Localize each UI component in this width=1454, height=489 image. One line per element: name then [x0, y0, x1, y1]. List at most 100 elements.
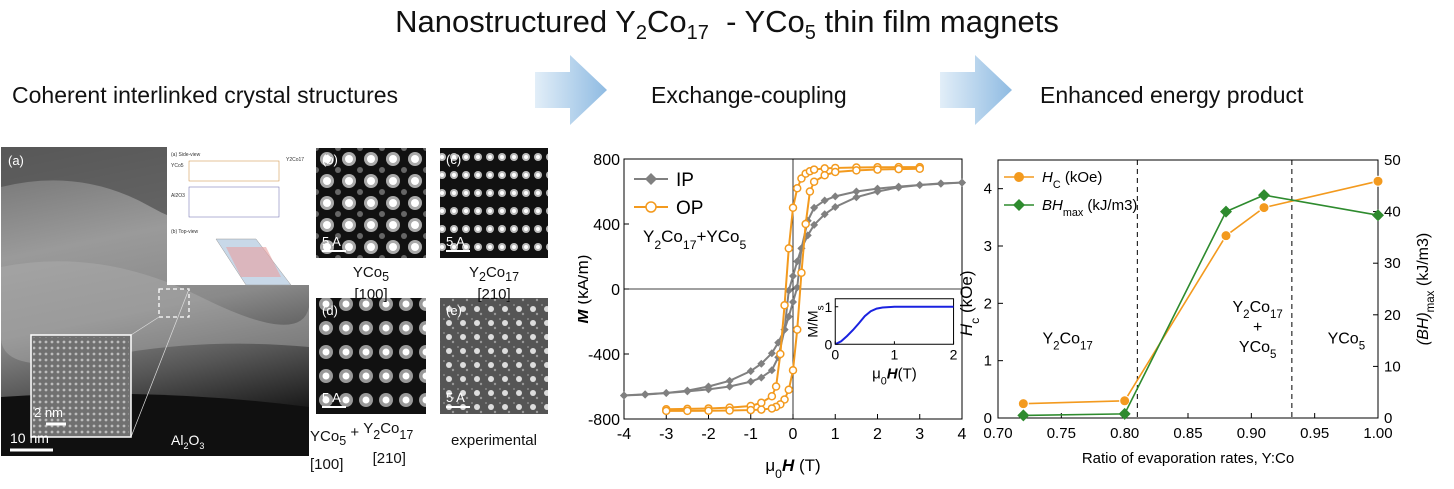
legend-label-hc-sub: C [1053, 179, 1061, 191]
data-point-hc [1258, 202, 1270, 214]
legend-marker [645, 201, 657, 213]
y2-tick-label: 40 [1384, 204, 1401, 221]
crystal-atoms [188, 160, 280, 218]
region-label-middle-b-part: YCo [1239, 339, 1270, 356]
data-point-op [725, 406, 734, 415]
x-tick-label: -1 [744, 426, 758, 443]
al2o3-label: Al2O3 [171, 193, 185, 199]
region-label-middle-part: Y [1232, 299, 1243, 316]
y-tick-label: 800 [593, 152, 620, 169]
data-point-ip [725, 382, 734, 391]
legend-marker [645, 173, 657, 185]
region-label-middle-sub: 17 [1270, 309, 1283, 321]
zoom-region [158, 288, 190, 318]
inset-x-label-part: (T) [898, 365, 917, 382]
data-point-hc [1220, 230, 1232, 242]
inset-x-label-part: H [887, 365, 899, 382]
x-tick-label: 1.00 [1363, 425, 1392, 442]
y2-tick-label: 50 [1384, 152, 1401, 169]
substrate-label: Al2O3 [171, 432, 204, 451]
data-point-ip [831, 192, 840, 201]
y-tick-label: 0 [984, 410, 992, 427]
data-point-ip [683, 387, 692, 396]
data-point-ip [810, 220, 819, 229]
data-point-bhmax [1258, 189, 1270, 202]
data-point-op [792, 184, 802, 193]
y-axis-label: M (kA/m) [578, 255, 592, 324]
inset-y-label-sub: s [815, 305, 826, 310]
scale-label-d: 5 A [322, 390, 341, 405]
x-tick-label: 0.85 [1173, 425, 1202, 442]
y-axis-label-part: (kA/m) [578, 255, 592, 310]
data-point-ip [810, 203, 819, 212]
region-label-middle-b: YCo5 [1239, 339, 1277, 361]
data-point-ip [784, 312, 793, 321]
data-point-op [662, 406, 671, 416]
data-point-op [788, 366, 798, 375]
x-axis-label-part: μ [765, 456, 775, 475]
data-point-ip [746, 367, 755, 376]
yco5-label: YCo5 [171, 163, 184, 169]
y-axis-label: Hc (kOe) [958, 271, 982, 337]
hrtem-panel-c: (c) 5 A [440, 148, 548, 258]
inset-x-tick-label: 1 [891, 346, 899, 362]
data-point-ip [831, 202, 840, 211]
y-tick-label: 400 [593, 217, 620, 234]
legend-label-bhmax-part: 3 [1124, 197, 1132, 214]
data-point-ip [894, 183, 903, 192]
scale-inset-label: 2 nm [34, 405, 63, 420]
composition-annotation-part: Y [643, 227, 654, 246]
y2-tick-label: 20 [1384, 307, 1401, 324]
y-tick-label: -400 [588, 347, 620, 364]
data-point-op [757, 405, 766, 414]
data-point-op [809, 177, 819, 186]
data-point-ip [852, 193, 861, 202]
series-line-bhmax [1023, 194, 1379, 417]
crystal-structure-inset: (a) Side-view YCo5 Al2O3 Y2Co17 (b) Top-… [171, 152, 304, 286]
y2-axis-label-part: (kJ/m [1415, 247, 1432, 291]
data-point-hc [1372, 175, 1384, 187]
arrow-icon [940, 55, 1012, 125]
region-label-right-sub: 5 [1359, 340, 1365, 352]
data-point-ip [746, 377, 755, 386]
x-tick-label: 0.80 [1110, 425, 1139, 442]
panel-label-a: (a) [8, 153, 24, 168]
y2-axis-label-sub: max [1425, 290, 1437, 312]
hrtem-panels: (b) 5 A (c) 5 A (d) 5 A (e) 5 A [316, 148, 548, 414]
section-title-right: Enhanced energy product [1040, 82, 1304, 108]
y2-axis-label: (BH)max (kJ/m3) [1415, 233, 1437, 345]
legend-label-bhmax: BHmax (kJ/m3) [1042, 197, 1137, 219]
hrtem-panel-d: (d) 5 A [316, 298, 426, 414]
y2-axis-label-part: (BH) [1415, 312, 1432, 345]
data-point-op [767, 392, 777, 401]
composition-annotation: Y2Co17+YCo5 [643, 227, 747, 252]
inset-x-label-part: μ [872, 365, 881, 382]
data-point-ip [915, 181, 924, 189]
data-point-hc [1017, 398, 1029, 410]
data-point-bhmax [1118, 407, 1131, 420]
x-tick-label: 0.70 [983, 425, 1012, 442]
data-point-op [784, 385, 794, 394]
y-tick-label: 4 [984, 181, 992, 198]
data-point-op [780, 301, 789, 310]
inset-x-label: μ0H(T) [872, 365, 917, 387]
legend-label-bhmax-part: ) [1132, 197, 1137, 214]
region-label-left: Y2Co17 [1042, 330, 1092, 352]
data-point-ip [757, 373, 766, 382]
inset-y-tick-label: 0 [824, 336, 832, 352]
y2-axis-label-part: ) [1415, 233, 1432, 238]
data-point-op [820, 171, 829, 180]
region-label-left-sub: 17 [1080, 340, 1093, 352]
caption-e: experimental [451, 432, 537, 449]
x-axis-label-sub: 0 [775, 467, 782, 481]
data-point-ip [641, 390, 650, 399]
data-point-ip [820, 210, 829, 219]
x-tick-label: 0.95 [1300, 425, 1329, 442]
section-title-middle: Exchange-coupling [651, 82, 847, 108]
legend-marker [1013, 199, 1025, 211]
data-point-op [801, 219, 810, 229]
region-label-right: YCo5 [1328, 330, 1366, 352]
data-point-ip [789, 298, 797, 306]
